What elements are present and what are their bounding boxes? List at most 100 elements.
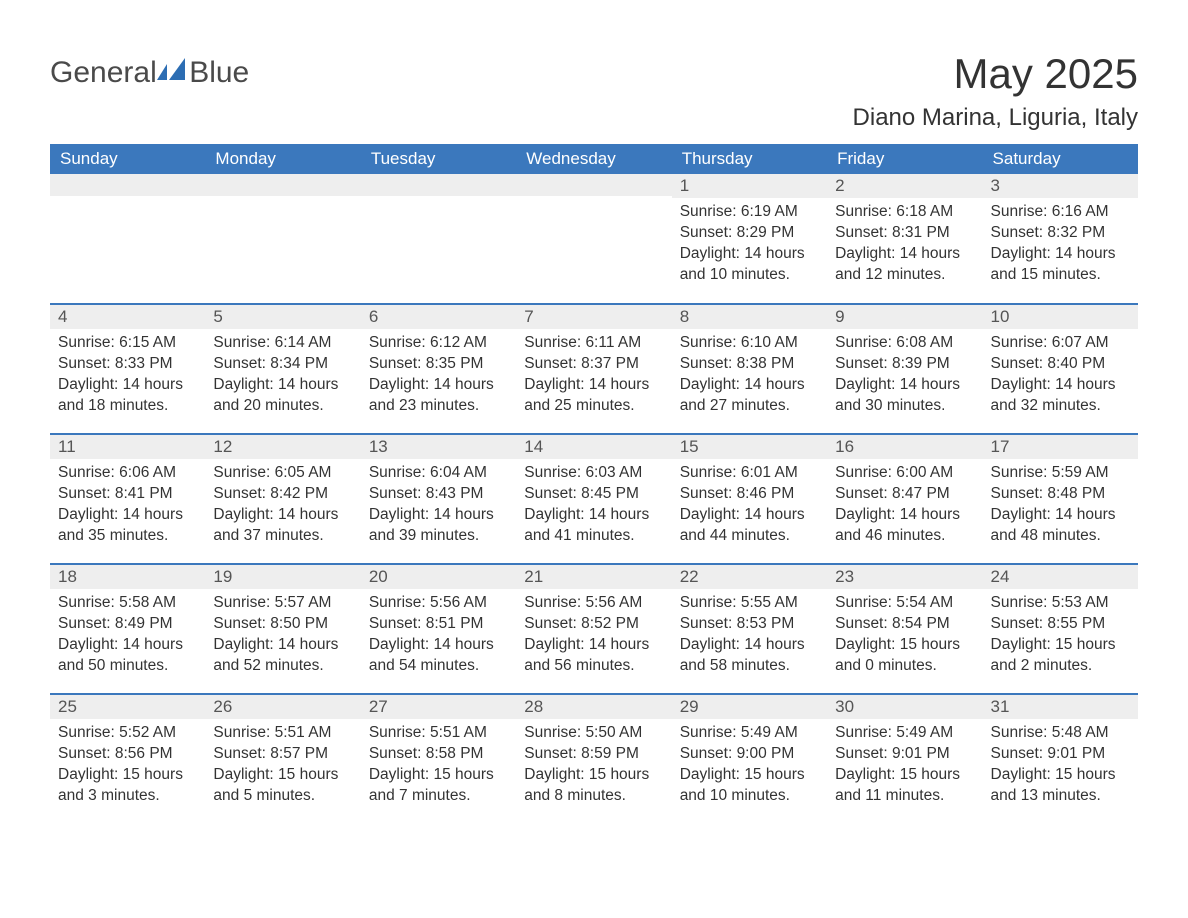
sunset-line: Sunset: 8:57 PM — [213, 744, 352, 765]
sunset-line: Sunset: 8:40 PM — [991, 354, 1130, 375]
brand-logo: General Blue — [50, 40, 249, 88]
calendar-day-cell: 23Sunrise: 5:54 AMSunset: 8:54 PMDayligh… — [827, 564, 982, 694]
calendar-day-cell: 16Sunrise: 6:00 AMSunset: 8:47 PMDayligh… — [827, 434, 982, 564]
day-number: 23 — [827, 565, 982, 589]
sunrise-line: Sunrise: 6:03 AM — [524, 463, 663, 484]
daylight-line: Daylight: 14 hours and 20 minutes. — [213, 375, 352, 417]
calendar-day-cell: 17Sunrise: 5:59 AMSunset: 8:48 PMDayligh… — [983, 434, 1138, 564]
sunrise-line: Sunrise: 6:11 AM — [524, 333, 663, 354]
day-number: 6 — [361, 305, 516, 329]
calendar-day-cell: 3Sunrise: 6:16 AMSunset: 8:32 PMDaylight… — [983, 174, 1138, 304]
day-number: 7 — [516, 305, 671, 329]
day-content: Sunrise: 5:57 AMSunset: 8:50 PMDaylight:… — [205, 589, 360, 685]
daylight-line: Daylight: 14 hours and 35 minutes. — [58, 505, 197, 547]
day-number: 28 — [516, 695, 671, 719]
sunset-line: Sunset: 8:29 PM — [680, 223, 819, 244]
daylight-line: Daylight: 14 hours and 50 minutes. — [58, 635, 197, 677]
daylight-line: Daylight: 14 hours and 46 minutes. — [835, 505, 974, 547]
sunrise-line: Sunrise: 6:19 AM — [680, 202, 819, 223]
daylight-line: Daylight: 14 hours and 56 minutes. — [524, 635, 663, 677]
calendar-day-cell: 24Sunrise: 5:53 AMSunset: 8:55 PMDayligh… — [983, 564, 1138, 694]
weekday-header: Sunday — [50, 144, 205, 174]
sunset-line: Sunset: 8:46 PM — [680, 484, 819, 505]
sunrise-line: Sunrise: 6:08 AM — [835, 333, 974, 354]
calendar-empty-cell — [50, 174, 205, 304]
sunset-line: Sunset: 8:38 PM — [680, 354, 819, 375]
daylight-line: Daylight: 15 hours and 13 minutes. — [991, 765, 1130, 807]
sunrise-line: Sunrise: 5:51 AM — [369, 723, 508, 744]
day-number — [205, 174, 360, 196]
sunset-line: Sunset: 8:37 PM — [524, 354, 663, 375]
calendar-day-cell: 25Sunrise: 5:52 AMSunset: 8:56 PMDayligh… — [50, 694, 205, 824]
sunrise-line: Sunrise: 6:00 AM — [835, 463, 974, 484]
sunrise-line: Sunrise: 5:56 AM — [524, 593, 663, 614]
daylight-line: Daylight: 14 hours and 37 minutes. — [213, 505, 352, 547]
day-content: Sunrise: 6:07 AMSunset: 8:40 PMDaylight:… — [983, 329, 1138, 425]
daylight-line: Daylight: 15 hours and 7 minutes. — [369, 765, 508, 807]
daylight-line: Daylight: 14 hours and 52 minutes. — [213, 635, 352, 677]
weekday-header: Tuesday — [361, 144, 516, 174]
day-number: 16 — [827, 435, 982, 459]
sunset-line: Sunset: 8:58 PM — [369, 744, 508, 765]
daylight-line: Daylight: 15 hours and 0 minutes. — [835, 635, 974, 677]
calendar-body: 1Sunrise: 6:19 AMSunset: 8:29 PMDaylight… — [50, 174, 1138, 824]
daylight-line: Daylight: 15 hours and 3 minutes. — [58, 765, 197, 807]
weekday-header: Saturday — [983, 144, 1138, 174]
day-number: 19 — [205, 565, 360, 589]
day-content: Sunrise: 6:04 AMSunset: 8:43 PMDaylight:… — [361, 459, 516, 555]
sunset-line: Sunset: 8:41 PM — [58, 484, 197, 505]
calendar-day-cell: 8Sunrise: 6:10 AMSunset: 8:38 PMDaylight… — [672, 304, 827, 434]
daylight-line: Daylight: 15 hours and 5 minutes. — [213, 765, 352, 807]
weekday-header: Monday — [205, 144, 360, 174]
day-content: Sunrise: 6:03 AMSunset: 8:45 PMDaylight:… — [516, 459, 671, 555]
weekday-header: Thursday — [672, 144, 827, 174]
day-number: 27 — [361, 695, 516, 719]
daylight-line: Daylight: 15 hours and 10 minutes. — [680, 765, 819, 807]
sunset-line: Sunset: 9:01 PM — [835, 744, 974, 765]
day-number — [361, 174, 516, 196]
calendar-day-cell: 26Sunrise: 5:51 AMSunset: 8:57 PMDayligh… — [205, 694, 360, 824]
daylight-line: Daylight: 14 hours and 23 minutes. — [369, 375, 508, 417]
daylight-line: Daylight: 14 hours and 48 minutes. — [991, 505, 1130, 547]
day-number: 4 — [50, 305, 205, 329]
sunset-line: Sunset: 8:39 PM — [835, 354, 974, 375]
calendar-empty-cell — [516, 174, 671, 304]
day-content: Sunrise: 6:08 AMSunset: 8:39 PMDaylight:… — [827, 329, 982, 425]
daylight-line: Daylight: 15 hours and 2 minutes. — [991, 635, 1130, 677]
daylight-line: Daylight: 14 hours and 12 minutes. — [835, 244, 974, 286]
day-number: 24 — [983, 565, 1138, 589]
day-number: 2 — [827, 174, 982, 198]
day-number: 10 — [983, 305, 1138, 329]
sunset-line: Sunset: 8:54 PM — [835, 614, 974, 635]
daylight-line: Daylight: 14 hours and 15 minutes. — [991, 244, 1130, 286]
day-content: Sunrise: 6:14 AMSunset: 8:34 PMDaylight:… — [205, 329, 360, 425]
sunset-line: Sunset: 8:31 PM — [835, 223, 974, 244]
calendar-day-cell: 21Sunrise: 5:56 AMSunset: 8:52 PMDayligh… — [516, 564, 671, 694]
calendar-day-cell: 1Sunrise: 6:19 AMSunset: 8:29 PMDaylight… — [672, 174, 827, 304]
day-content: Sunrise: 5:51 AMSunset: 8:58 PMDaylight:… — [361, 719, 516, 815]
calendar-day-cell: 2Sunrise: 6:18 AMSunset: 8:31 PMDaylight… — [827, 174, 982, 304]
day-content: Sunrise: 5:51 AMSunset: 8:57 PMDaylight:… — [205, 719, 360, 815]
day-number: 25 — [50, 695, 205, 719]
day-content: Sunrise: 5:58 AMSunset: 8:49 PMDaylight:… — [50, 589, 205, 685]
sunrise-line: Sunrise: 6:01 AM — [680, 463, 819, 484]
sunset-line: Sunset: 8:59 PM — [524, 744, 663, 765]
day-number: 29 — [672, 695, 827, 719]
sunrise-line: Sunrise: 6:05 AM — [213, 463, 352, 484]
calendar-week-row: 1Sunrise: 6:19 AMSunset: 8:29 PMDaylight… — [50, 174, 1138, 304]
sunset-line: Sunset: 8:55 PM — [991, 614, 1130, 635]
calendar-day-cell: 6Sunrise: 6:12 AMSunset: 8:35 PMDaylight… — [361, 304, 516, 434]
sunrise-line: Sunrise: 5:56 AM — [369, 593, 508, 614]
day-content: Sunrise: 6:18 AMSunset: 8:31 PMDaylight:… — [827, 198, 982, 294]
day-content: Sunrise: 5:53 AMSunset: 8:55 PMDaylight:… — [983, 589, 1138, 685]
sunrise-line: Sunrise: 5:57 AM — [213, 593, 352, 614]
calendar-day-cell: 12Sunrise: 6:05 AMSunset: 8:42 PMDayligh… — [205, 434, 360, 564]
day-content: Sunrise: 6:12 AMSunset: 8:35 PMDaylight:… — [361, 329, 516, 425]
calendar-day-cell: 14Sunrise: 6:03 AMSunset: 8:45 PMDayligh… — [516, 434, 671, 564]
day-content: Sunrise: 5:59 AMSunset: 8:48 PMDaylight:… — [983, 459, 1138, 555]
sunset-line: Sunset: 9:00 PM — [680, 744, 819, 765]
sunrise-line: Sunrise: 5:55 AM — [680, 593, 819, 614]
daylight-line: Daylight: 15 hours and 8 minutes. — [524, 765, 663, 807]
sunrise-line: Sunrise: 6:16 AM — [991, 202, 1130, 223]
sunrise-line: Sunrise: 6:14 AM — [213, 333, 352, 354]
